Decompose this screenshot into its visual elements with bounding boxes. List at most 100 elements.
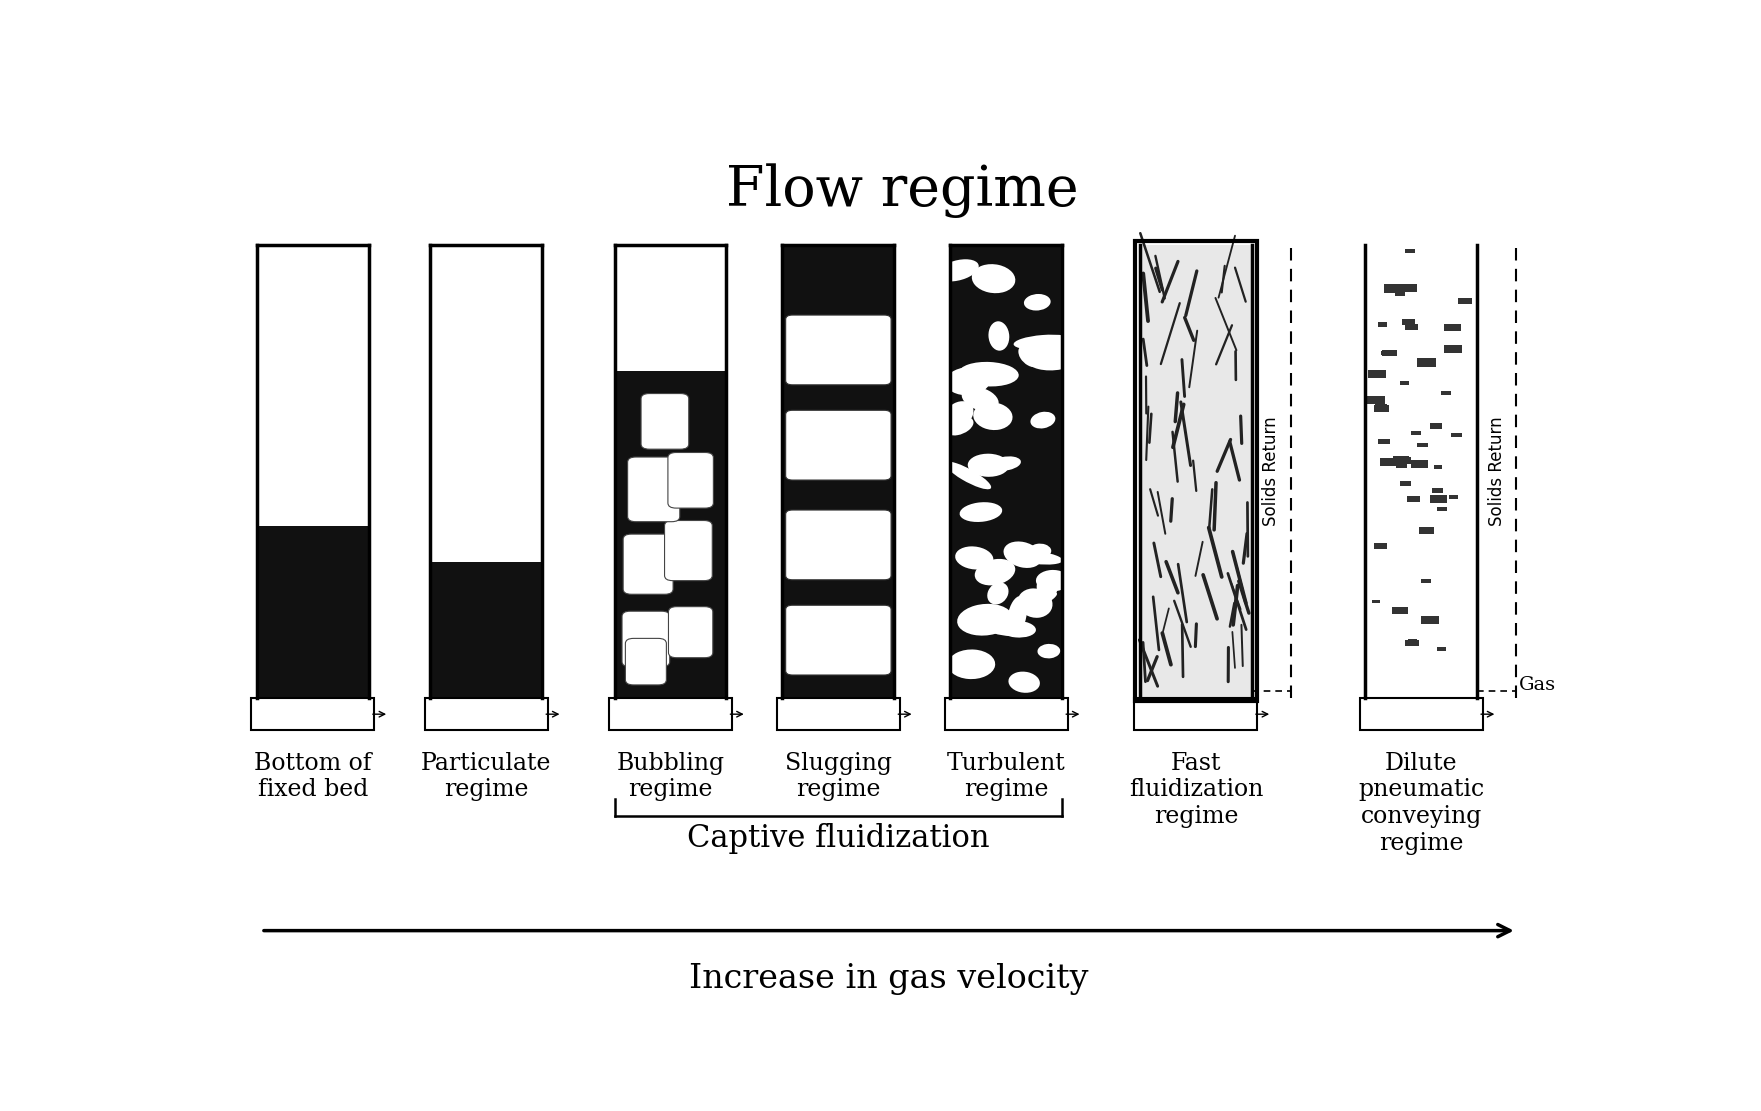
Bar (1400, 381, 1409, 386)
Bar (1134, 698, 1257, 730)
Bar (257, 244, 368, 698)
Ellipse shape (974, 402, 1013, 430)
Bar (1379, 439, 1389, 444)
Ellipse shape (960, 502, 1002, 522)
Bar (424, 698, 548, 730)
FancyBboxPatch shape (664, 521, 711, 581)
Ellipse shape (988, 582, 1009, 604)
FancyBboxPatch shape (622, 611, 669, 667)
Ellipse shape (1014, 334, 1074, 350)
Ellipse shape (958, 362, 1018, 387)
Bar (252, 698, 375, 730)
Bar (1396, 463, 1407, 468)
Text: Increase in gas velocity: Increase in gas velocity (689, 963, 1088, 995)
Bar (1395, 457, 1411, 464)
Bar (1440, 391, 1451, 396)
Ellipse shape (990, 457, 1021, 471)
Bar (1365, 244, 1477, 698)
Bar (1405, 249, 1414, 253)
Text: Particulate
regime: Particulate regime (421, 752, 551, 801)
Bar (1391, 607, 1409, 614)
Text: Turbulent
regime: Turbulent regime (947, 752, 1065, 801)
FancyBboxPatch shape (785, 316, 891, 384)
Text: Bottom of
fixed bed: Bottom of fixed bed (254, 752, 372, 801)
Bar (1382, 350, 1396, 357)
Bar (782, 244, 895, 698)
Bar (1437, 507, 1448, 511)
Bar (1368, 370, 1386, 378)
Bar (1430, 423, 1442, 429)
Text: Captive fluidization: Captive fluidization (687, 823, 990, 854)
Bar (1400, 481, 1411, 486)
Ellipse shape (1035, 570, 1071, 591)
Text: Fast
fluidization
regime: Fast fluidization regime (1129, 752, 1263, 828)
Ellipse shape (958, 604, 1013, 635)
Text: Slugging
regime: Slugging regime (785, 752, 891, 801)
FancyBboxPatch shape (641, 393, 689, 449)
Bar (1384, 284, 1404, 293)
Ellipse shape (1030, 412, 1055, 429)
Bar (1444, 346, 1462, 353)
Bar (1411, 460, 1428, 468)
Ellipse shape (1023, 294, 1051, 311)
Bar (1367, 396, 1384, 404)
Ellipse shape (1009, 672, 1041, 693)
Text: Solids Return: Solids Return (1488, 417, 1506, 526)
FancyBboxPatch shape (785, 510, 891, 580)
Bar (1377, 322, 1388, 327)
Bar (609, 698, 733, 730)
Bar (257, 526, 368, 698)
Text: Flow regime: Flow regime (726, 163, 1079, 218)
Bar (951, 244, 1062, 698)
Bar (944, 698, 1067, 730)
Ellipse shape (976, 559, 1016, 585)
Ellipse shape (1013, 551, 1062, 564)
Ellipse shape (937, 259, 979, 281)
Bar (1421, 579, 1430, 583)
FancyBboxPatch shape (785, 605, 891, 675)
Bar (782, 244, 895, 258)
Ellipse shape (1018, 346, 1041, 367)
FancyBboxPatch shape (627, 457, 680, 522)
Bar (1437, 648, 1446, 651)
Bar (1458, 299, 1472, 304)
Ellipse shape (1028, 543, 1051, 558)
Bar (1405, 324, 1418, 330)
Bar (1433, 466, 1442, 469)
Bar (430, 244, 542, 698)
Bar (1402, 284, 1418, 291)
Bar (1444, 324, 1462, 331)
Bar (951, 244, 1062, 698)
Bar (1430, 496, 1448, 502)
Bar (1421, 617, 1439, 624)
Bar (1359, 698, 1483, 730)
Ellipse shape (1018, 589, 1053, 618)
Bar (1407, 497, 1421, 502)
Bar (1451, 432, 1462, 437)
FancyBboxPatch shape (667, 452, 713, 508)
Ellipse shape (944, 401, 974, 428)
Bar (1395, 291, 1405, 297)
Ellipse shape (972, 264, 1016, 293)
Bar (615, 244, 727, 698)
Ellipse shape (969, 453, 1009, 477)
Ellipse shape (1037, 572, 1058, 599)
Bar (1139, 244, 1252, 698)
Bar (1375, 404, 1386, 410)
Ellipse shape (947, 650, 995, 679)
Bar (1412, 431, 1421, 436)
Bar (1379, 458, 1398, 467)
Bar (1418, 359, 1437, 367)
FancyBboxPatch shape (669, 607, 713, 658)
Ellipse shape (946, 462, 991, 489)
FancyBboxPatch shape (785, 410, 891, 480)
Bar (1418, 442, 1428, 448)
Bar (1374, 406, 1389, 412)
Text: Bubbling
regime: Bubbling regime (616, 752, 724, 801)
Text: Dilute
pneumatic
conveying
regime: Dilute pneumatic conveying regime (1358, 752, 1485, 854)
Bar (1409, 639, 1418, 642)
Bar (1432, 489, 1442, 493)
Ellipse shape (998, 621, 1035, 638)
Bar (615, 371, 727, 698)
Bar (1449, 496, 1458, 500)
